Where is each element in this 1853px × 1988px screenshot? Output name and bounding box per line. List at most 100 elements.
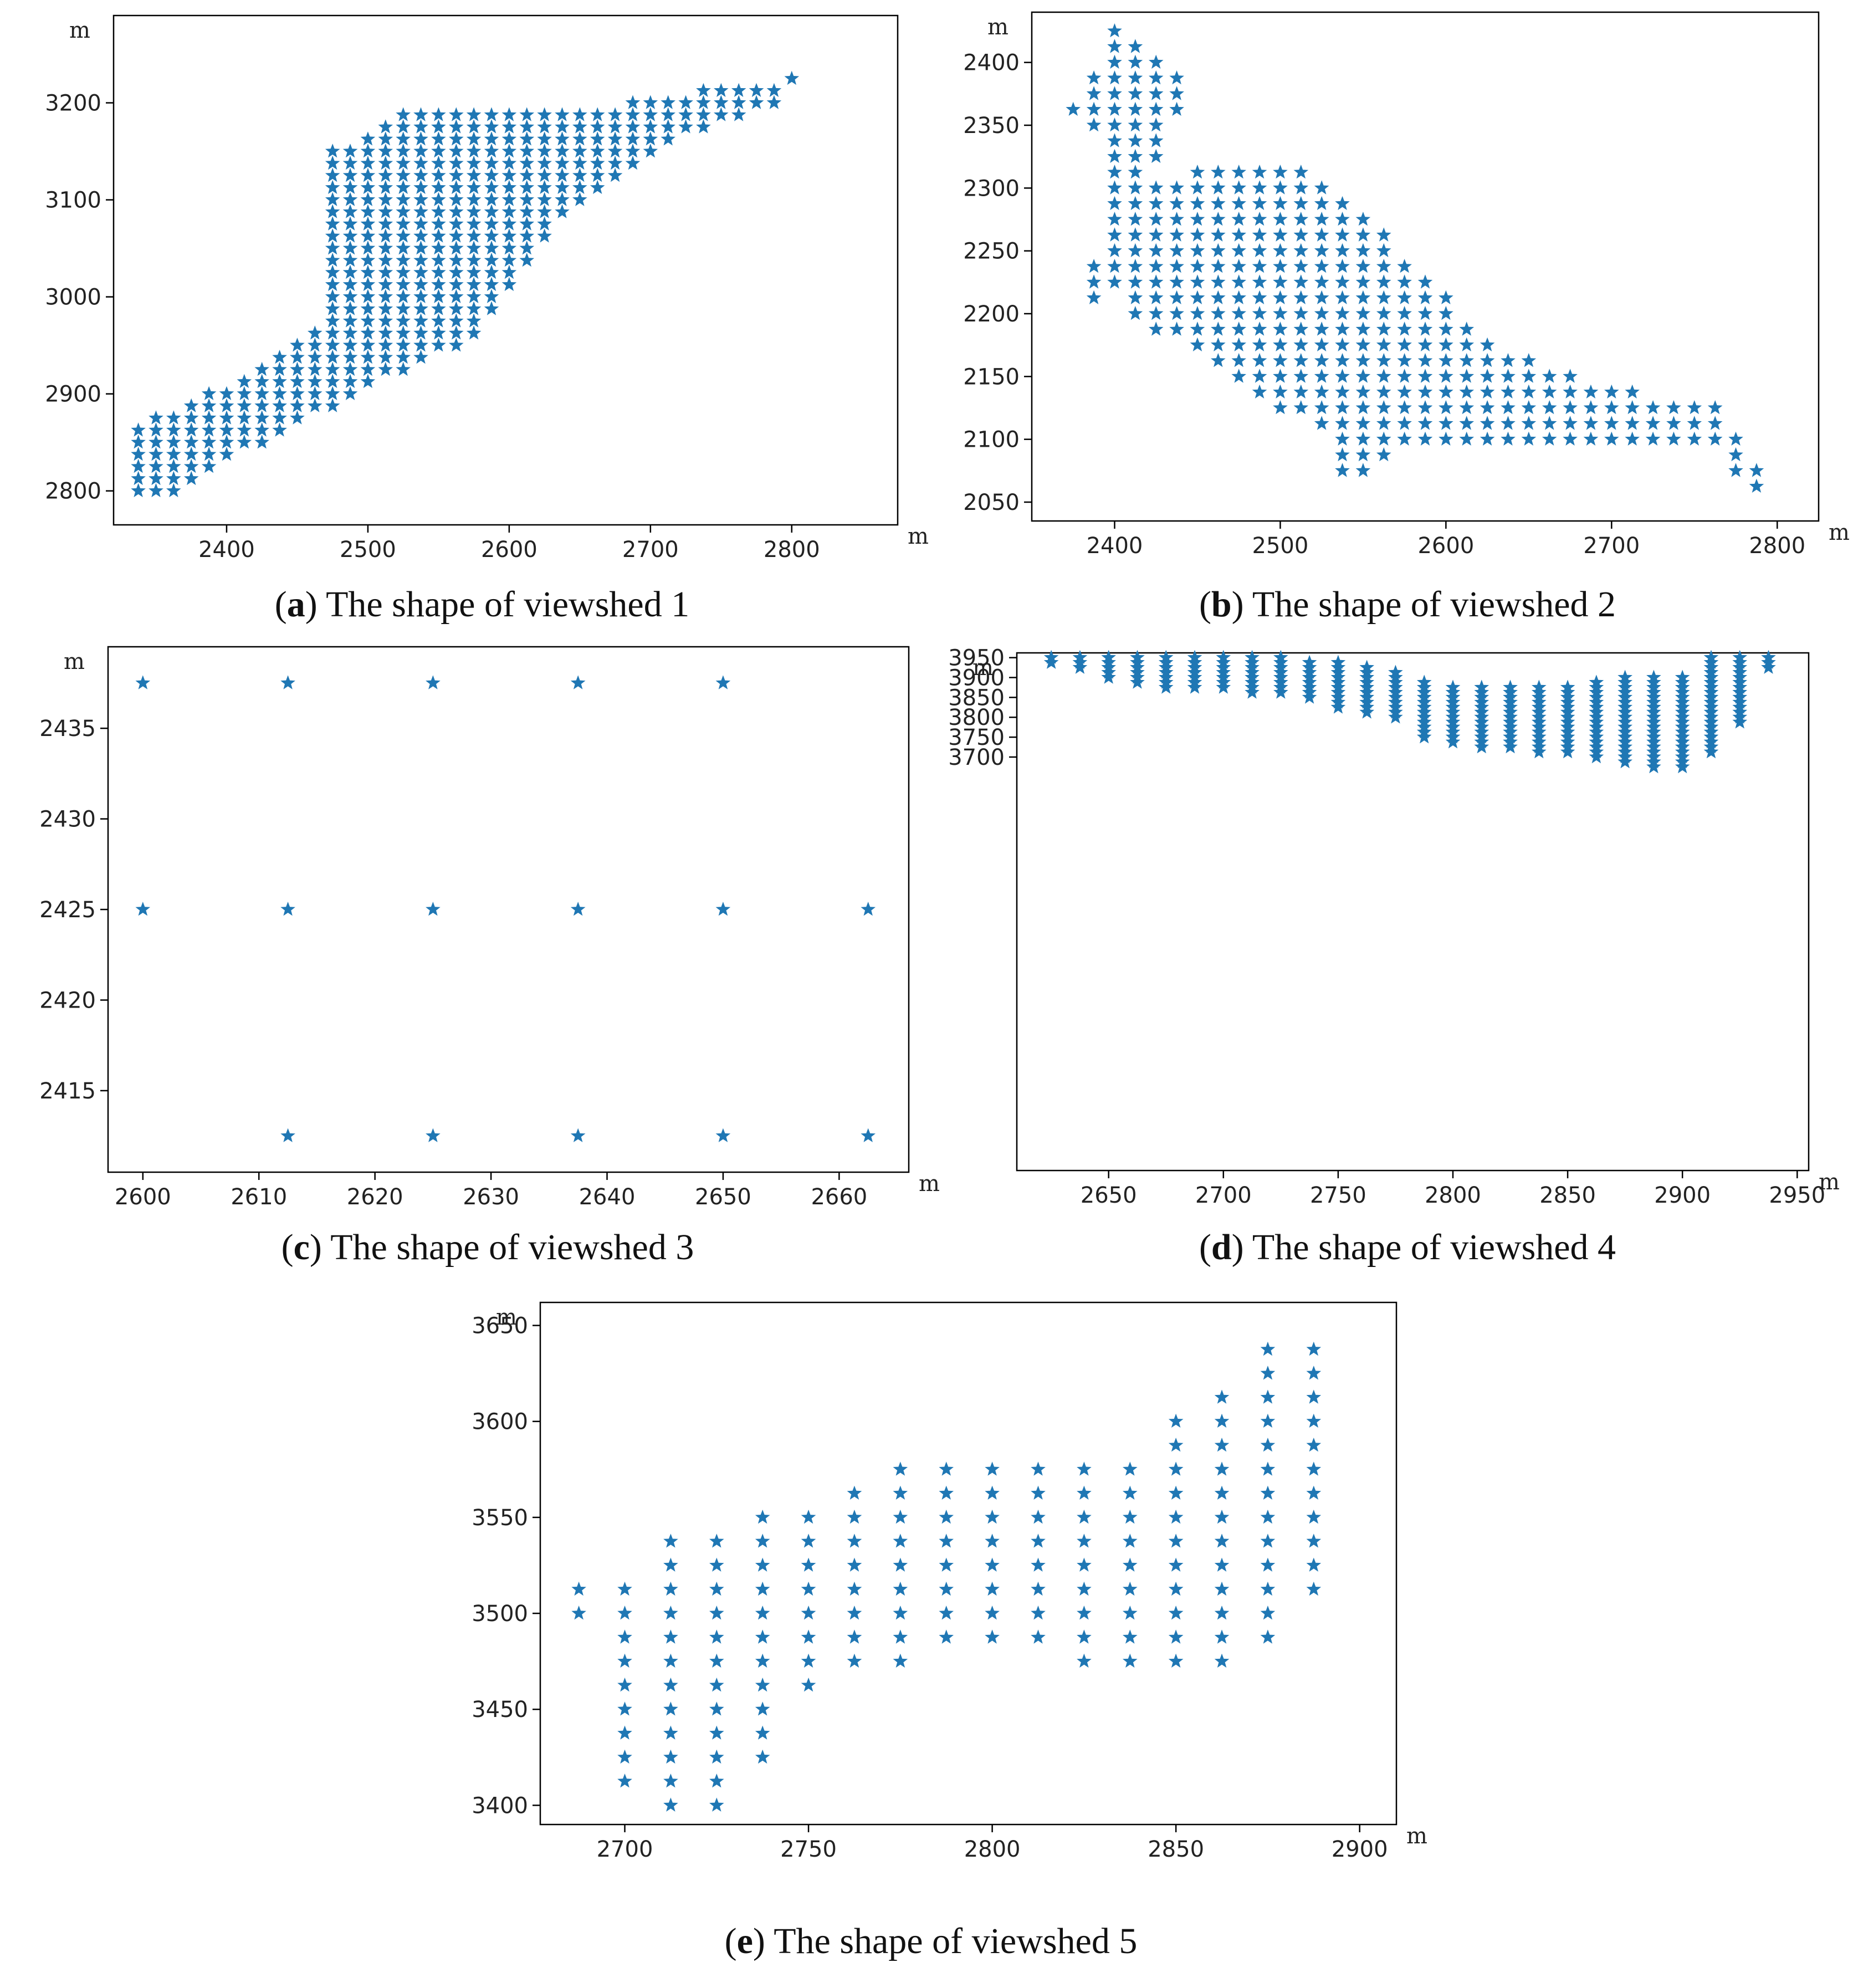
data-point <box>1646 709 1661 724</box>
data-point <box>893 1606 908 1620</box>
data-point <box>431 289 446 303</box>
data-point <box>714 83 729 97</box>
data-point <box>1031 1461 1046 1476</box>
plot-frame <box>1031 11 1820 522</box>
caption-letter: d <box>1211 1227 1232 1268</box>
data-point <box>1158 660 1174 674</box>
data-point <box>449 107 464 121</box>
caption-letter: e <box>737 1921 753 1961</box>
data-point <box>1190 290 1205 304</box>
data-point <box>219 386 234 400</box>
data-point <box>663 1606 678 1620</box>
data-point <box>939 1557 954 1572</box>
data-point <box>1273 684 1288 699</box>
data-point <box>663 1701 678 1716</box>
data-point <box>183 435 199 449</box>
data-point <box>755 1701 770 1716</box>
data-point <box>431 155 446 170</box>
data-point <box>1583 384 1599 398</box>
data-point <box>801 1557 816 1572</box>
data-point <box>272 350 287 364</box>
data-point <box>617 1701 632 1716</box>
data-point <box>1293 384 1309 398</box>
data-point <box>1231 212 1246 226</box>
x-tick-label: 2950 <box>1769 1183 1825 1208</box>
data-point <box>1231 243 1246 257</box>
data-point <box>1417 337 1433 351</box>
data-point <box>893 1485 908 1500</box>
data-point <box>1260 1413 1276 1428</box>
data-point <box>219 398 234 412</box>
panel-caption: (d) The shape of viewshed 4 <box>1199 1227 1616 1268</box>
data-point <box>1459 384 1475 398</box>
data-point <box>1439 431 1453 446</box>
data-point <box>1260 1389 1276 1404</box>
data-point <box>1169 259 1184 273</box>
data-point <box>1474 689 1489 704</box>
data-point <box>1563 384 1578 398</box>
data-point <box>1355 431 1371 446</box>
data-point <box>449 131 464 146</box>
data-point <box>1388 709 1403 724</box>
data-point <box>501 228 517 243</box>
data-point <box>1252 227 1267 242</box>
data-point <box>1273 259 1288 273</box>
data-point <box>709 1725 724 1740</box>
data-point <box>466 264 482 279</box>
data-point <box>1293 212 1309 226</box>
y-tick-label: 2200 <box>963 301 1020 327</box>
data-point <box>1388 704 1403 719</box>
data-point <box>1625 416 1640 430</box>
data-point <box>449 180 464 194</box>
data-point <box>1563 400 1578 415</box>
data-point <box>166 422 181 437</box>
data-point <box>661 107 675 121</box>
data-point <box>1335 416 1350 430</box>
data-point <box>342 361 358 376</box>
data-point <box>1252 384 1267 398</box>
data-point <box>1306 1485 1322 1500</box>
data-point <box>1211 274 1226 289</box>
data-point <box>1703 704 1719 719</box>
data-point <box>413 107 428 121</box>
data-point <box>696 95 711 109</box>
data-point <box>131 483 146 498</box>
data-point <box>1501 369 1516 383</box>
data-point <box>431 144 446 158</box>
data-point <box>1211 321 1226 336</box>
y-tick-label: 3400 <box>472 1793 528 1818</box>
data-point <box>342 180 358 194</box>
data-point <box>431 204 446 218</box>
data-point <box>1293 227 1309 242</box>
data-point <box>325 180 340 194</box>
data-point <box>149 410 163 425</box>
data-point <box>1617 739 1632 754</box>
data-point <box>1231 353 1246 367</box>
data-point <box>1445 684 1461 699</box>
data-point <box>219 410 234 425</box>
data-point <box>1646 694 1661 709</box>
data-point <box>1214 1413 1230 1428</box>
data-point <box>1703 684 1719 699</box>
data-point <box>1687 416 1702 430</box>
data-point <box>1169 212 1184 226</box>
data-point <box>1439 353 1453 367</box>
panel-caption: (a) The shape of viewshed 1 <box>275 584 689 625</box>
data-point <box>149 483 163 498</box>
panel-caption: (e) The shape of viewshed 5 <box>725 1921 1138 1961</box>
data-point <box>1417 274 1433 289</box>
y-tick-label: 2430 <box>39 807 96 832</box>
data-point <box>985 1461 1000 1476</box>
data-point <box>1416 714 1432 729</box>
data-point <box>342 301 358 315</box>
data-point <box>1190 306 1205 320</box>
data-point <box>1666 400 1681 415</box>
data-point <box>1416 729 1432 744</box>
data-point <box>1273 660 1288 674</box>
data-point <box>1625 384 1640 398</box>
data-point <box>749 95 764 109</box>
data-point <box>1335 196 1350 210</box>
data-point <box>1122 1581 1138 1596</box>
data-point <box>1416 704 1432 719</box>
data-point <box>1330 660 1346 674</box>
